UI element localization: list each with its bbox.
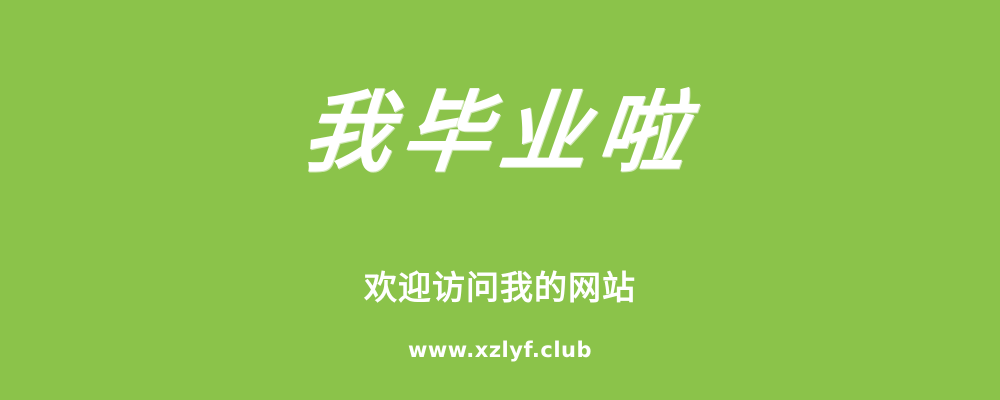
- site-url: www.xzlyf.club: [407, 338, 593, 362]
- headline: 我毕业啦: [298, 80, 702, 184]
- subtitle: 欢迎访问我的网站: [364, 268, 636, 307]
